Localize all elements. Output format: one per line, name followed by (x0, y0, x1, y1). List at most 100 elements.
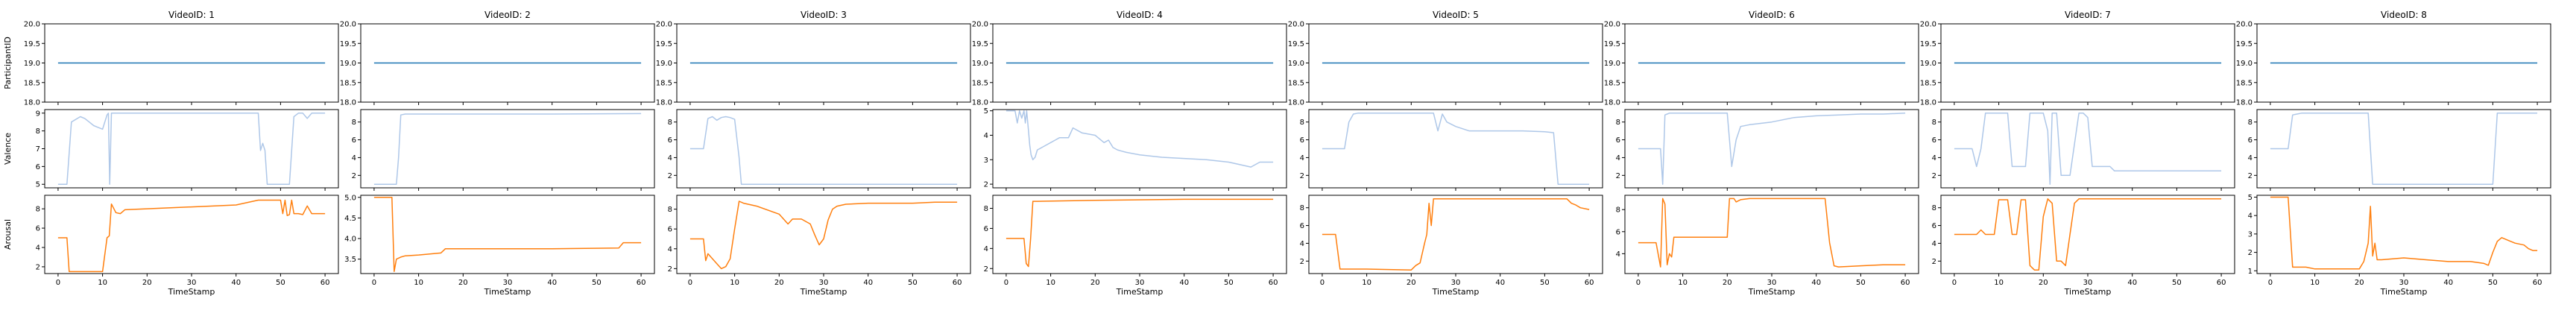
y-tick-label: 2 (36, 263, 40, 271)
y-tick-label: 2 (352, 172, 356, 180)
y-tick-label: 2 (1932, 172, 1936, 180)
y-tick-label: 20.0 (340, 21, 356, 29)
x-tick-label: 20 (142, 279, 152, 287)
y-tick-label: 4 (1300, 240, 1304, 248)
x-tick-label: 20 (2039, 279, 2048, 287)
x-tick-label: 0 (1636, 279, 1641, 287)
y-tick-label: 18.0 (340, 99, 356, 107)
x-axis-label: TimeStamp (1116, 287, 1164, 297)
x-tick-label: 60 (1901, 279, 1910, 287)
y-tick-label: 4 (1932, 240, 1936, 248)
x-tick-label: 10 (98, 279, 107, 287)
x-tick-label: 20 (1407, 279, 1416, 287)
x-tick-label: 30 (187, 279, 197, 287)
panel-title: VideoID: 2 (484, 10, 531, 20)
axes-frame (1624, 195, 1919, 274)
y-tick-label: 20.0 (1288, 21, 1304, 29)
y-tick-label: 2 (984, 265, 988, 274)
y-tick-label: 18.5 (656, 79, 672, 87)
valence-series-line (57, 113, 326, 185)
y-axis-label: ParticipantID (3, 37, 13, 89)
x-tick-label: 30 (2399, 279, 2409, 287)
axes-frame (2256, 195, 2551, 274)
y-tick-label: 6 (1932, 222, 1936, 230)
x-tick-label: 40 (1495, 279, 1505, 287)
x-tick-label: 20 (458, 279, 468, 287)
y-tick-label: 19.0 (340, 60, 356, 68)
x-tick-label: 10 (1046, 279, 1055, 287)
y-tick-label: 18.5 (1604, 79, 1620, 87)
x-tick-label: 30 (1135, 279, 1145, 287)
y-tick-label: 20.0 (24, 21, 40, 29)
arousal-series-line (689, 201, 958, 270)
axes-frame (360, 109, 655, 189)
y-tick-label: 19.5 (1604, 40, 1620, 48)
x-tick-label: 50 (1224, 279, 1234, 287)
axes-frame (360, 195, 655, 274)
y-tick-label: 19.5 (340, 40, 356, 48)
y-tick-label: 4 (984, 245, 988, 253)
x-axis-label: TimeStamp (484, 287, 531, 297)
panel-title: VideoID: 4 (1117, 10, 1163, 20)
arousal-series-line (1954, 198, 2222, 271)
y-tick-label: 2 (1300, 172, 1304, 180)
y-tick-label: 6 (668, 136, 672, 145)
x-tick-label: 40 (231, 279, 241, 287)
y-tick-label: 6 (1616, 136, 1620, 145)
y-tick-label: 2 (2248, 249, 2253, 257)
y-tick-label: 8 (1300, 119, 1304, 127)
y-tick-label: 6 (2248, 136, 2253, 145)
y-tick-label: 18.0 (2236, 99, 2253, 107)
valence-series-line (1006, 110, 1274, 168)
x-tick-label: 0 (56, 279, 60, 287)
y-tick-label: 8 (1616, 206, 1620, 215)
x-tick-label: 60 (2533, 279, 2542, 287)
valence-series-line (373, 113, 642, 185)
y-tick-label: 8 (668, 119, 672, 127)
y-tick-label: 6 (36, 225, 40, 233)
x-tick-label: 10 (1678, 279, 1688, 287)
y-tick-label: 1 (2248, 268, 2253, 276)
x-tick-label: 40 (1811, 279, 1821, 287)
y-tick-label: 4 (984, 132, 988, 140)
arousal-series-line (373, 197, 642, 272)
y-tick-label: 19.0 (2236, 60, 2253, 68)
axes-frame (992, 195, 1287, 274)
y-tick-label: 4.5 (344, 215, 356, 223)
y-tick-label: 4 (2248, 212, 2253, 221)
y-tick-label: 4 (1300, 154, 1304, 162)
y-tick-label: 4 (668, 154, 672, 162)
y-tick-label: 4.0 (344, 236, 356, 244)
y-tick-label: 6 (668, 226, 672, 234)
y-tick-label: 8 (1932, 119, 1936, 127)
arousal-series-line (2270, 196, 2538, 270)
x-tick-label: 10 (1994, 279, 2004, 287)
x-tick-label: 0 (372, 279, 376, 287)
y-tick-label: 8 (1616, 119, 1620, 127)
x-tick-label: 50 (592, 279, 602, 287)
x-tick-label: 0 (1952, 279, 1957, 287)
x-tick-label: 30 (503, 279, 513, 287)
y-tick-label: 2 (2248, 172, 2253, 180)
x-tick-label: 50 (276, 279, 285, 287)
y-tick-label: 6 (352, 136, 356, 145)
y-tick-label: 4 (1616, 250, 1620, 259)
y-tick-label: 9 (36, 110, 40, 118)
y-tick-label: 18.0 (656, 99, 672, 107)
x-tick-label: 30 (2083, 279, 2093, 287)
x-tick-label: 0 (688, 279, 692, 287)
y-tick-label: 18.5 (1288, 79, 1304, 87)
panel-title: VideoID: 7 (2065, 10, 2111, 20)
y-tick-label: 3 (984, 157, 988, 165)
y-tick-label: 6 (1300, 222, 1304, 230)
y-tick-label: 18.0 (24, 99, 40, 107)
axes-frame (1308, 195, 1603, 274)
y-tick-label: 19.5 (656, 40, 672, 48)
y-tick-label: 8 (2248, 119, 2253, 127)
y-tick-label: 3 (2248, 230, 2253, 239)
x-tick-label: 20 (2355, 279, 2364, 287)
axes-frame (676, 195, 971, 274)
y-tick-label: 18.5 (1920, 79, 1936, 87)
y-tick-label: 6 (984, 225, 988, 233)
y-tick-label: 19.5 (2236, 40, 2253, 48)
